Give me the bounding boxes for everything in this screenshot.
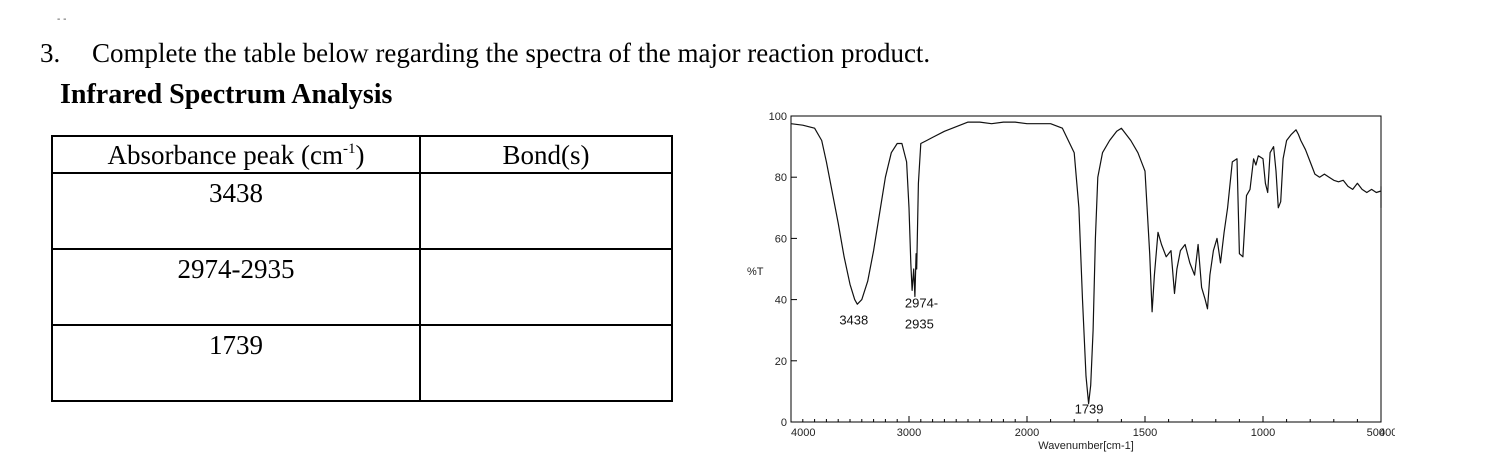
- table-header-row: Absorbance peak (cm-1) Bond(s): [51, 135, 673, 174]
- header-absorbance-peak: Absorbance peak (cm-1): [51, 135, 421, 174]
- bond-answer-cell[interactable]: [419, 324, 673, 402]
- y-tick-label: 80: [775, 172, 787, 184]
- analysis-table: Absorbance peak (cm-1) Bond(s) 3438 2974…: [51, 135, 673, 402]
- y-tick-label: 100: [769, 111, 787, 123]
- annotation-3438: 3438: [839, 313, 868, 328]
- question-number: 3.: [40, 38, 61, 68]
- y-tick-label: 20: [775, 356, 787, 368]
- y-tick-label: 60: [775, 233, 787, 245]
- section-title: Infrared Spectrum Analysis: [60, 79, 393, 110]
- header-bond: Bond(s): [419, 135, 673, 174]
- annotation-2935: 2935: [905, 317, 934, 332]
- y-tick-label: 0: [781, 417, 787, 429]
- spectrum-line: [790, 121, 1382, 405]
- peak-cell: 3438: [51, 172, 421, 250]
- table-row: 2974-2935: [51, 248, 673, 326]
- plot-frame: [790, 115, 1382, 423]
- x-tick-label: 3000: [897, 427, 921, 439]
- annotation-2974: 2974-: [905, 296, 938, 311]
- peak-cell: 2974-2935: [51, 248, 421, 326]
- x-tick-label: 500: [1367, 427, 1385, 439]
- x-tick-label: 2000: [1015, 427, 1039, 439]
- annotation-1739: 1739: [1075, 402, 1104, 417]
- x-tick-label: 400: [1379, 427, 1395, 439]
- bond-answer-cell[interactable]: [419, 248, 673, 326]
- header-peak-close: ): [355, 139, 365, 170]
- y-axis-label: %T: [747, 266, 764, 278]
- header-peak-superscript: -1: [342, 140, 356, 157]
- table-row: 1739: [51, 324, 673, 402]
- bond-answer-cell[interactable]: [419, 172, 673, 250]
- page-corner-mark: - -: [57, 14, 67, 25]
- header-peak-text: Absorbance peak (cm: [107, 139, 343, 170]
- ir-spectrum-chart: 100 80 60 40 20 0 %T 4000 3000 2000 1500 1000 500400…: [747, 111, 1395, 452]
- x-tick-label: 1000: [1251, 427, 1275, 439]
- y-tick-label: 40: [775, 295, 787, 307]
- peak-cell: 1739: [51, 324, 421, 402]
- x-tick-label: 4000: [791, 427, 815, 439]
- x-tick-label: 1500: [1133, 427, 1157, 439]
- question-3: 3. Complete the table below regarding the…: [40, 36, 930, 70]
- table-row: 3438: [51, 172, 673, 250]
- x-axis-label: Wavenumber[cm-1]: [1038, 440, 1134, 452]
- question-text: Complete the table below regarding the s…: [92, 38, 931, 68]
